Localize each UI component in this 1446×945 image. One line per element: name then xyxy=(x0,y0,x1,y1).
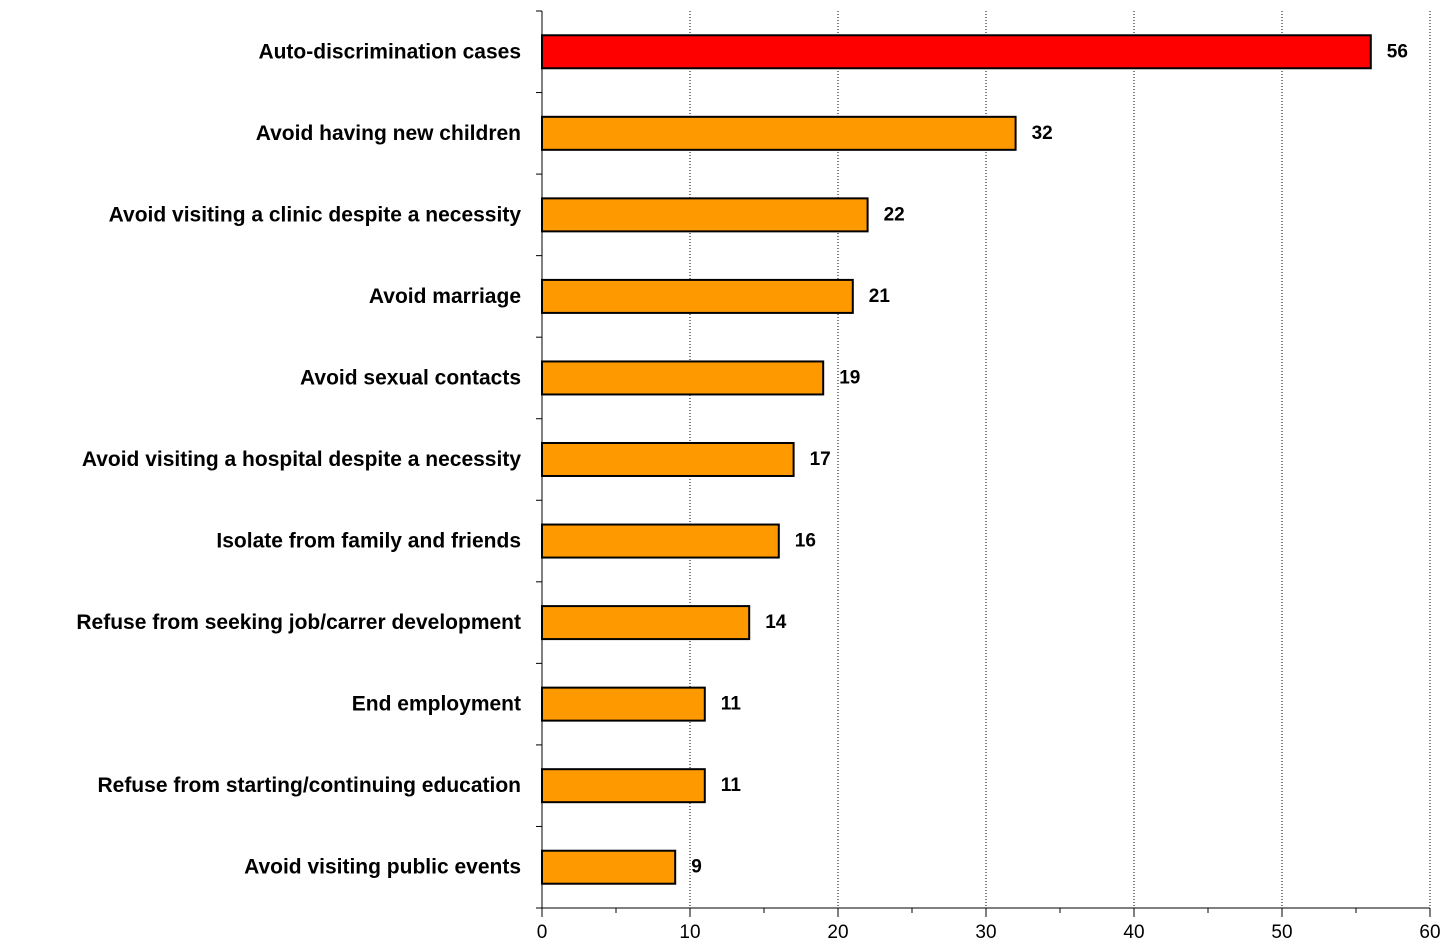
data-label: 56 xyxy=(1387,41,1408,62)
data-label: 9 xyxy=(691,857,702,878)
bar xyxy=(541,278,854,314)
axes xyxy=(536,10,1431,917)
x-tick-label: 0 xyxy=(537,922,548,943)
x-tick-label: 60 xyxy=(1419,922,1440,943)
bars xyxy=(541,34,1372,885)
category-label: End employment xyxy=(352,693,521,716)
bar xyxy=(541,605,751,641)
bar xyxy=(541,360,825,396)
bar xyxy=(541,849,677,885)
bar xyxy=(541,197,869,233)
data-label: 21 xyxy=(869,286,891,307)
data-label: 16 xyxy=(795,531,816,552)
category-label: Refuse from starting/continuing educatio… xyxy=(97,774,521,797)
gridlines xyxy=(689,11,1431,908)
data-label: 11 xyxy=(721,694,742,715)
data-label: 11 xyxy=(721,775,742,796)
bar xyxy=(541,442,795,477)
data-label: 32 xyxy=(1032,123,1053,144)
x-tick-label: 20 xyxy=(827,922,848,943)
bar xyxy=(541,115,1017,151)
labels: Auto-discrimination cases 56 Avoid having … xyxy=(76,40,1440,943)
category-label: Avoid having new children xyxy=(256,122,521,145)
category-label: Avoid marriage xyxy=(369,285,521,308)
category-label: Avoid sexual contacts xyxy=(300,366,521,389)
x-tick-label: 10 xyxy=(679,922,700,943)
x-tick-label: 50 xyxy=(1271,922,1292,943)
data-label: 17 xyxy=(810,449,831,470)
bar xyxy=(541,686,706,722)
category-label: Avoid visiting public events xyxy=(244,856,521,879)
category-label: Auto-discrimination cases xyxy=(258,40,521,63)
bar xyxy=(541,768,706,804)
x-tick-label: 40 xyxy=(1123,922,1144,943)
x-tick-label: 30 xyxy=(975,922,996,943)
category-label: Avoid visiting a hospital despite a nece… xyxy=(82,448,522,471)
category-label: Refuse from seeking job/carrer developme… xyxy=(76,611,521,634)
data-label: 19 xyxy=(839,367,860,388)
category-label: Avoid visiting a clinic despite a necess… xyxy=(109,203,522,226)
data-label: 22 xyxy=(884,204,905,225)
category-label: Isolate from family and friends xyxy=(216,530,521,553)
data-label: 14 xyxy=(765,612,787,633)
bar xyxy=(541,34,1372,70)
bar xyxy=(541,523,780,559)
